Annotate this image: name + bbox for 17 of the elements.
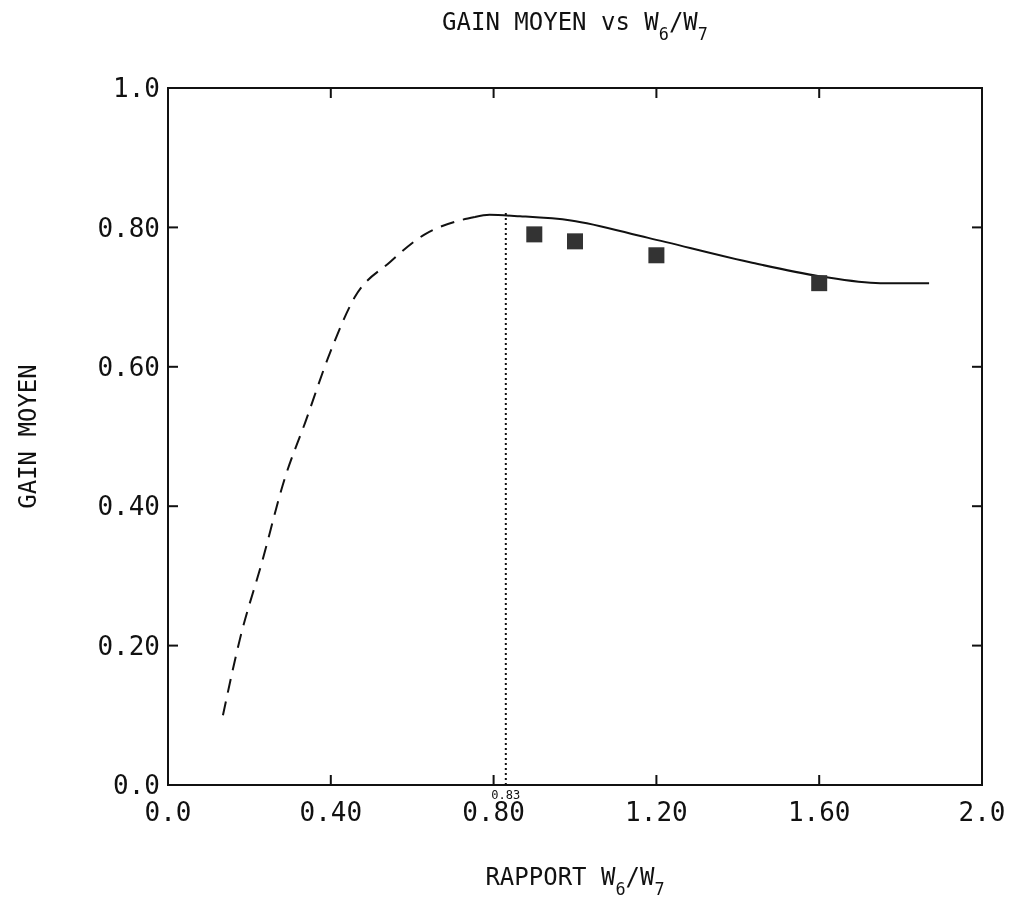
y-tick-label: 0.20	[97, 630, 160, 661]
y-tick-label: 0.80	[97, 212, 160, 243]
y-tick-label: 1.0	[113, 73, 160, 104]
y-axis-title: GAIN MOYEN	[14, 364, 42, 509]
point	[648, 247, 665, 264]
point	[811, 275, 828, 292]
point	[526, 226, 543, 243]
ref-line-label: 0.83	[491, 788, 521, 802]
chart-title: GAIN MOYEN vs W$_{6}$/W$_{7}$	[442, 8, 708, 44]
x-tick-label: 0.40	[299, 797, 363, 827]
x-tick-label: 1.60	[787, 797, 851, 827]
x-axis-title: RAPPORT W$_{6}$/W$_{7}$	[485, 863, 665, 899]
point	[567, 233, 583, 250]
x-tick-label: 1.20	[625, 797, 688, 827]
y-tick-label: 0.60	[97, 351, 160, 382]
y-tick-label: 0.40	[97, 491, 160, 522]
x-tick-label: 2.0	[958, 797, 1006, 827]
